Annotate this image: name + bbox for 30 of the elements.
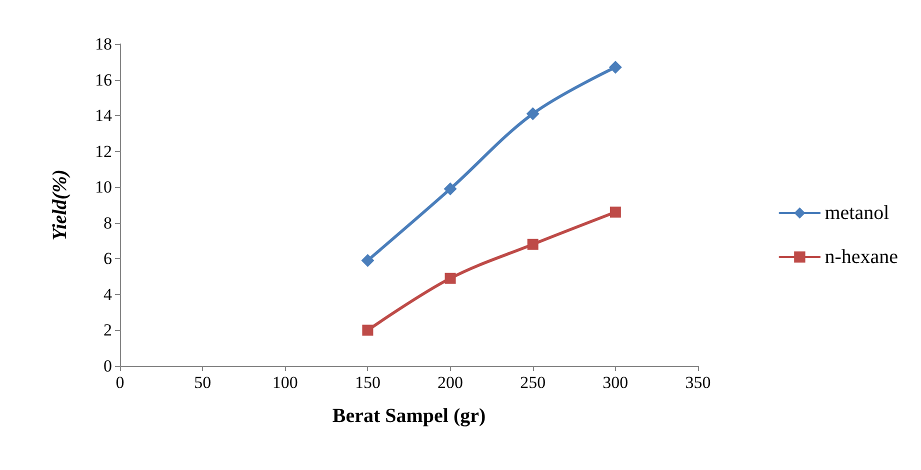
y-axis-title: Yield(%): [49, 169, 71, 241]
y-tick-label: 14: [95, 106, 112, 126]
y-tick-label: 8: [104, 213, 112, 232]
x-tick-label: 0: [116, 373, 124, 392]
point: [362, 324, 374, 336]
y-tick-label: 2: [104, 320, 112, 340]
x-tick-label: 300: [602, 373, 628, 392]
x-tick-label: 100: [272, 373, 298, 392]
y-tick-label: 6: [104, 249, 112, 268]
point: [610, 206, 621, 218]
y-tick-label: 16: [95, 70, 112, 90]
x-tick-label: 150: [354, 373, 380, 392]
point: [444, 272, 456, 284]
point: [608, 60, 622, 74]
point: [527, 238, 538, 250]
x-tick-label: 200: [438, 373, 464, 392]
y-tick-label: 4: [104, 284, 112, 304]
x-axis-title: Berat Sampel (gr): [332, 405, 486, 427]
y-tick-label: 0: [104, 356, 112, 376]
point: [361, 254, 374, 267]
point: [444, 182, 457, 196]
y-tick-label: 10: [95, 178, 112, 197]
y-tick-label: 18: [95, 34, 112, 54]
x-tick-label: 50: [194, 373, 212, 392]
legend-label: n-hexane: [824, 246, 898, 268]
y-tick-label: 12: [95, 142, 112, 161]
point: [526, 107, 540, 120]
x-tick-label: 350: [685, 373, 711, 392]
x-tick-label: 250: [520, 373, 546, 392]
legend-label: metanol: [824, 202, 890, 224]
